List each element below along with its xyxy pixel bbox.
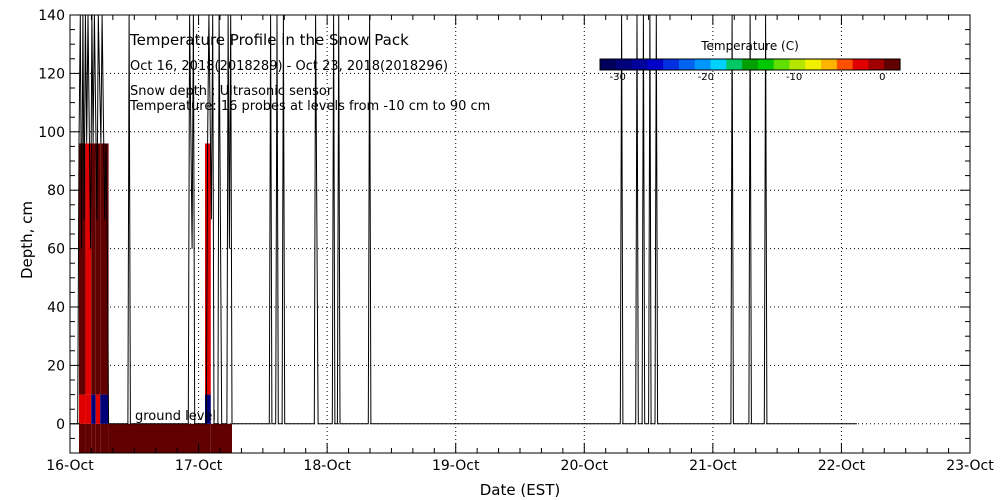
colorbar-swatch bbox=[663, 59, 680, 70]
colorbar-swatch bbox=[836, 59, 854, 70]
temperature-cell bbox=[100, 394, 109, 424]
x-tick-label: 19-Oct bbox=[432, 458, 480, 474]
colorbar-tick-label: -10 bbox=[786, 72, 802, 83]
colorbar-swatch bbox=[631, 59, 648, 70]
colorbar-swatch bbox=[615, 59, 633, 70]
x-tick-labels: 16-Oct 17-Oct 18-Oct 19-Oct 20-Oct 21-Oct 22-O… bbox=[46, 458, 994, 474]
colorbar-swatch bbox=[742, 59, 759, 70]
colorbar-swatches bbox=[600, 59, 901, 70]
y-tick-label: 20 bbox=[47, 358, 65, 374]
y-tick-labels: 0 20 40 60 80 100 120 140 bbox=[38, 8, 65, 433]
temperature-cell bbox=[100, 423, 109, 453]
temperature-cells bbox=[79, 143, 232, 453]
y-tick-label: 100 bbox=[38, 125, 65, 141]
temperature-cell bbox=[79, 143, 86, 395]
temperature-cell bbox=[95, 423, 101, 453]
y-tick-label: 0 bbox=[56, 417, 65, 433]
x-tick-label: 20-Oct bbox=[561, 458, 609, 474]
snow-depth-line bbox=[70, 14, 857, 425]
y-axis-label: Depth, cm bbox=[18, 201, 36, 279]
temperature-cell bbox=[85, 143, 92, 395]
temperature-cell bbox=[100, 143, 109, 395]
temperature-colorbar: Temperature (C) -30 -20 -10 0 bbox=[599, 39, 901, 83]
temperature-cell bbox=[205, 394, 211, 424]
temperature-cell bbox=[108, 423, 205, 453]
x-tick-label: 17-Oct bbox=[175, 458, 223, 474]
colorbar-swatch bbox=[852, 59, 870, 70]
colorbar-title: Temperature (C) bbox=[700, 39, 799, 53]
date-range: Oct 16, 2018(2018289) - Oct 23, 2018(201… bbox=[130, 59, 448, 74]
temperature-cell bbox=[91, 394, 96, 424]
temperature-cell bbox=[95, 394, 101, 424]
y-tick-label: 140 bbox=[38, 8, 65, 24]
axis-ticks bbox=[69, 14, 971, 454]
colorbar-swatch bbox=[789, 59, 806, 70]
colorbar-tick-label: 0 bbox=[879, 72, 885, 83]
colorbar-swatch bbox=[884, 59, 901, 70]
colorbar-frame bbox=[599, 58, 901, 71]
snow-depth-series bbox=[70, 14, 857, 425]
temperature-cell bbox=[95, 143, 101, 395]
x-tick-label: 18-Oct bbox=[303, 458, 351, 474]
colorbar-tick-label: -20 bbox=[698, 72, 714, 83]
temperature-cell bbox=[85, 423, 92, 453]
colorbar-swatch bbox=[678, 59, 696, 70]
colorbar-swatch bbox=[868, 59, 885, 70]
y-tick-label: 40 bbox=[47, 300, 65, 316]
ground-level-label: ground level bbox=[135, 409, 216, 424]
x-tick-label: 16-Oct bbox=[46, 458, 94, 474]
colorbar-tick-labels: -30 -20 -10 0 bbox=[609, 72, 885, 83]
chart-title: Temperature Profile in the Snow Pack bbox=[129, 31, 409, 49]
colorbar-tick-label: -30 bbox=[609, 72, 625, 83]
colorbar-swatch bbox=[726, 59, 743, 70]
colorbar-swatch bbox=[694, 59, 712, 70]
note-snow-depth: Snow depth : Ultrasonic sensor bbox=[130, 84, 333, 99]
y-tick-label: 80 bbox=[47, 183, 65, 199]
x-tick-label: 21-Oct bbox=[689, 458, 737, 474]
colorbar-swatch bbox=[805, 59, 822, 70]
temperature-cell bbox=[205, 423, 211, 453]
colorbar-swatch bbox=[821, 59, 838, 70]
note-temperature: Temperature: 16 probes at levels from -1… bbox=[129, 99, 490, 114]
colorbar-swatch bbox=[773, 59, 791, 70]
colorbar-swatch bbox=[600, 59, 617, 70]
x-tick-label: 22-Oct bbox=[818, 458, 866, 474]
x-axis-label: Date (EST) bbox=[480, 481, 561, 499]
colorbar-swatch bbox=[710, 59, 727, 70]
temperature-cell bbox=[91, 143, 96, 395]
temperature-cell bbox=[85, 394, 92, 424]
temperature-cell bbox=[205, 143, 211, 395]
x-tick-label: 23-Oct bbox=[946, 458, 994, 474]
temperature-cell bbox=[79, 423, 86, 453]
y-tick-label: 120 bbox=[38, 66, 65, 82]
temperature-cell bbox=[210, 423, 232, 453]
colorbar-swatch bbox=[757, 59, 775, 70]
colorbar-swatch bbox=[647, 59, 664, 70]
temperature-cell bbox=[91, 423, 96, 453]
y-tick-label: 60 bbox=[47, 242, 65, 258]
temperature-cell bbox=[79, 394, 86, 424]
